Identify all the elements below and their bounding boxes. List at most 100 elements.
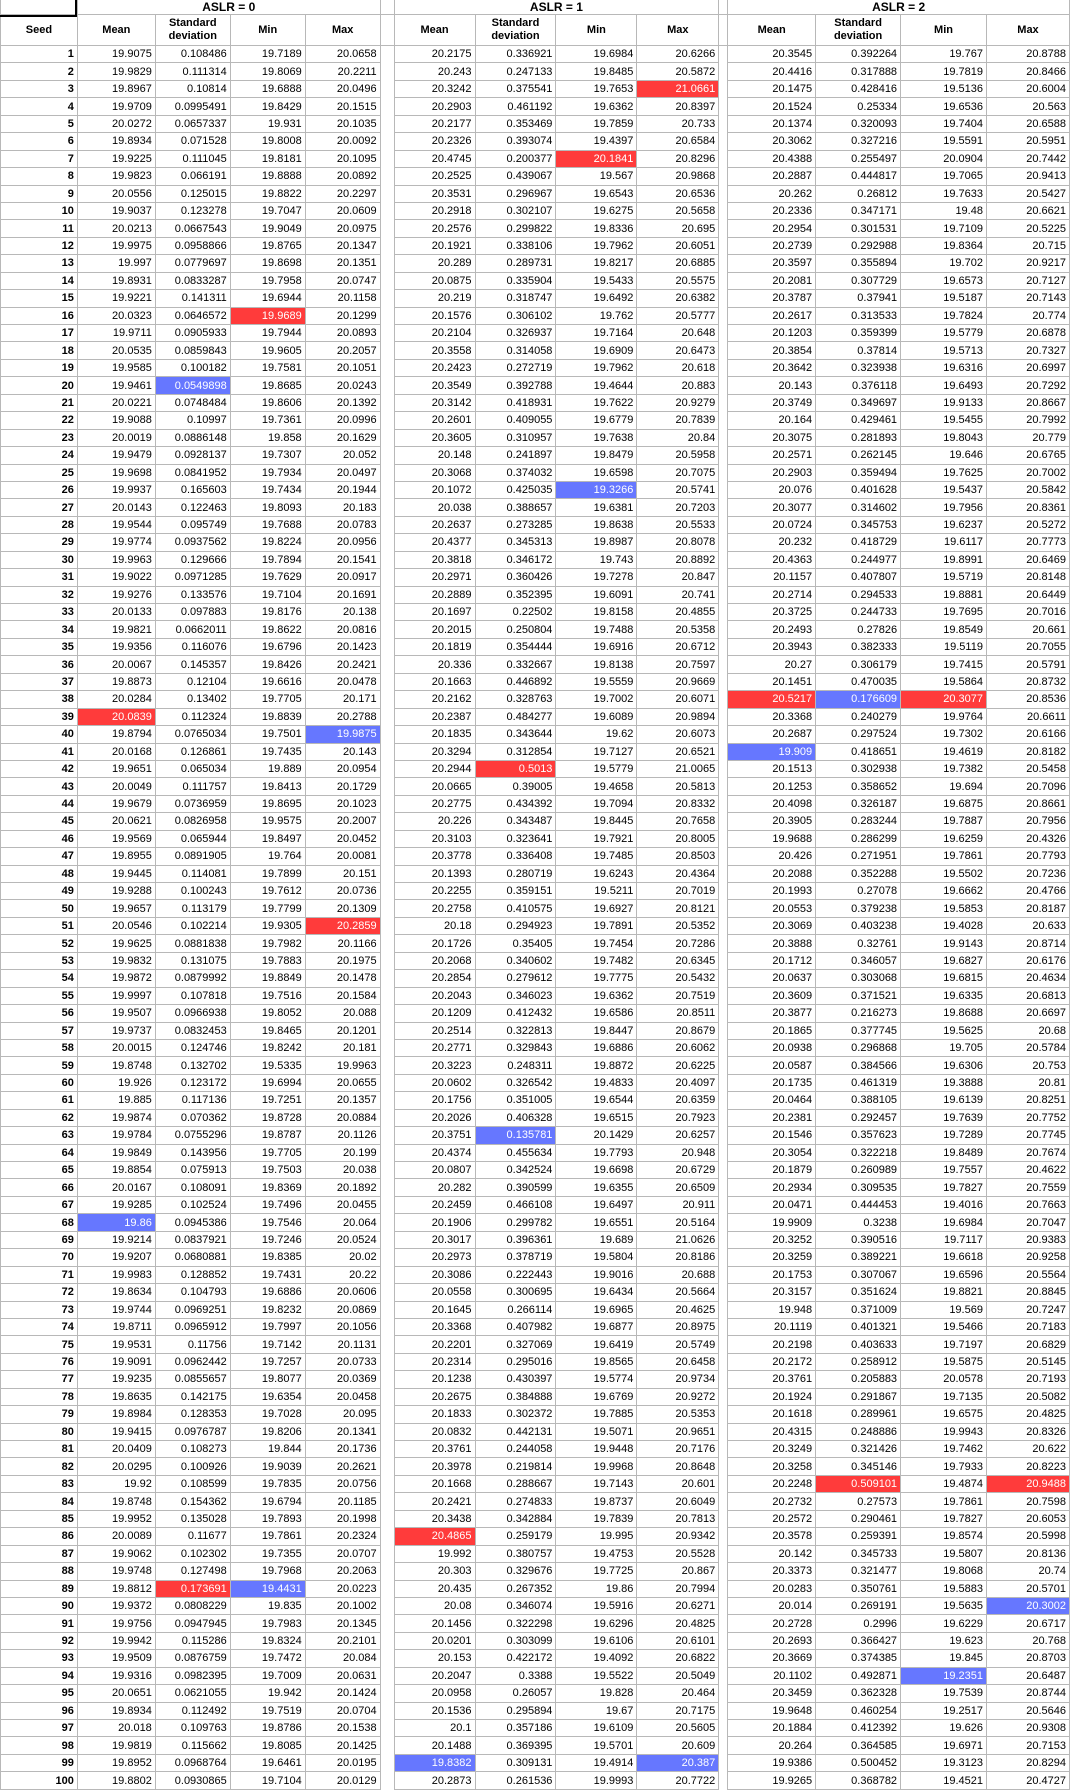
min-cell[interactable]: 19.5187 xyxy=(900,289,987,308)
min-cell[interactable]: 19.6927 xyxy=(555,899,638,918)
min-cell[interactable]: 19.9968 xyxy=(555,1457,638,1476)
max-cell[interactable]: 20.7183 xyxy=(985,1317,1070,1337)
mean-cell[interactable]: 20.2675 xyxy=(393,1387,476,1407)
mean-cell[interactable]: 20.3258 xyxy=(727,1457,817,1476)
min-cell[interactable]: 19.931 xyxy=(229,114,306,134)
min-cell[interactable]: 19.5433 xyxy=(555,271,638,291)
max-cell[interactable]: 20.1392 xyxy=(304,393,381,413)
mean-cell[interactable]: 20.226 xyxy=(393,812,476,831)
max-cell[interactable]: 20.6458 xyxy=(636,1352,720,1372)
sd-cell[interactable]: 0.27078 xyxy=(815,881,902,901)
max-cell[interactable]: 20.1538 xyxy=(304,1718,381,1738)
sd-cell[interactable]: 0.216273 xyxy=(815,1004,902,1023)
mean-cell[interactable]: 20.2068 xyxy=(393,951,476,971)
mean-cell[interactable]: 20.4377 xyxy=(393,533,476,552)
max-cell[interactable]: 20.5784 xyxy=(985,1038,1070,1058)
mean-cell[interactable]: 20.1618 xyxy=(727,1405,817,1424)
max-cell[interactable]: 20.8186 xyxy=(636,1248,720,1267)
min-cell[interactable]: 19.7893 xyxy=(229,1509,306,1529)
sd-cell[interactable]: 0.392264 xyxy=(815,44,902,64)
max-cell[interactable]: 20.1126 xyxy=(304,1126,381,1145)
mean-cell[interactable]: 20.3068 xyxy=(393,463,476,482)
max-cell[interactable]: 20.2297 xyxy=(304,184,381,203)
min-cell[interactable]: 19.7519 xyxy=(229,1701,306,1721)
mean-cell[interactable]: 20.1 xyxy=(393,1718,476,1738)
min-cell[interactable]: 19.762 xyxy=(555,306,638,326)
sd-cell[interactable]: 0.352395 xyxy=(474,585,557,605)
min-cell[interactable]: 19.7705 xyxy=(229,690,306,709)
mean-cell[interactable]: 19.997 xyxy=(76,254,156,273)
max-cell[interactable]: 20.4825 xyxy=(636,1614,720,1633)
max-cell[interactable]: 20.6878 xyxy=(985,323,1070,343)
max-cell[interactable]: 20.2007 xyxy=(304,812,381,831)
mean-cell[interactable]: 20.1374 xyxy=(727,114,817,134)
sd-cell[interactable]: 0.295016 xyxy=(474,1352,557,1372)
sd-cell[interactable]: 0.095749 xyxy=(154,515,231,535)
max-cell[interactable]: 20.8296 xyxy=(636,149,720,169)
seed-cell[interactable]: 77 xyxy=(0,1370,78,1389)
sd-cell[interactable]: 0.269191 xyxy=(815,1596,902,1616)
max-cell[interactable]: 20.6049 xyxy=(636,1492,720,1511)
max-cell[interactable]: 20.5998 xyxy=(985,1527,1070,1546)
max-cell[interactable]: 20.6225 xyxy=(636,1056,720,1075)
mean-cell[interactable]: 19.8934 xyxy=(76,132,156,151)
mean-cell[interactable]: 20.0621 xyxy=(76,812,156,831)
max-cell[interactable]: 20.0736 xyxy=(304,881,381,901)
sd-cell[interactable]: 0.0958866 xyxy=(154,236,231,256)
max-cell[interactable]: 20.7055 xyxy=(985,637,1070,657)
sd-cell[interactable]: 0.272719 xyxy=(474,358,557,378)
max-cell[interactable]: 20.6829 xyxy=(985,1335,1070,1354)
max-cell[interactable]: 20.8078 xyxy=(636,533,720,552)
mean-cell[interactable]: 20.3252 xyxy=(727,1230,817,1250)
mean-cell[interactable]: 20.3943 xyxy=(727,637,817,657)
sd-cell[interactable]: 0.132702 xyxy=(154,1056,231,1075)
min-cell[interactable]: 19.6229 xyxy=(900,1614,987,1633)
max-cell[interactable]: 20.1035 xyxy=(304,114,381,134)
min-cell[interactable]: 20.1841 xyxy=(555,149,638,169)
max-cell[interactable]: 20.6166 xyxy=(985,725,1070,744)
max-cell[interactable]: 20.0655 xyxy=(304,1073,381,1093)
max-cell[interactable]: 20.9217 xyxy=(985,254,1070,273)
max-cell[interactable]: 20.9413 xyxy=(985,167,1070,186)
sd-cell[interactable]: 0.129666 xyxy=(154,550,231,570)
max-cell[interactable]: 20.7096 xyxy=(985,777,1070,796)
sd-cell[interactable]: 0.352288 xyxy=(815,864,902,884)
sd-cell[interactable]: 0.374385 xyxy=(815,1649,902,1668)
max-cell[interactable]: 20.7923 xyxy=(636,1108,720,1128)
sd-cell[interactable]: 0.376118 xyxy=(815,376,902,395)
sd-cell[interactable]: 0.294533 xyxy=(815,585,902,605)
mean-cell[interactable]: 19.9507 xyxy=(76,1004,156,1023)
min-cell[interactable]: 19.7435 xyxy=(229,742,306,761)
min-cell[interactable]: 19.8426 xyxy=(229,655,306,674)
sd-cell[interactable]: 0.327069 xyxy=(474,1335,557,1354)
mean-cell[interactable]: 19.948 xyxy=(727,1300,817,1319)
mean-cell[interactable]: 20.219 xyxy=(393,289,476,308)
max-cell[interactable]: 20.8536 xyxy=(985,690,1070,709)
min-cell[interactable]: 19.5807 xyxy=(900,1544,987,1564)
sd-cell[interactable]: 0.259391 xyxy=(815,1527,902,1546)
mean-cell[interactable]: 19.9585 xyxy=(76,358,156,378)
min-cell[interactable]: 19.6275 xyxy=(555,201,638,221)
sd-cell[interactable]: 0.301531 xyxy=(815,219,902,238)
sd-cell[interactable]: 0.0971285 xyxy=(154,568,231,587)
max-cell[interactable]: 21.0065 xyxy=(636,759,720,779)
sd-cell[interactable]: 0.116076 xyxy=(154,637,231,657)
max-cell[interactable]: 20.0996 xyxy=(304,411,381,430)
sd-cell[interactable]: 0.143956 xyxy=(154,1143,231,1163)
min-cell[interactable]: 19.7028 xyxy=(229,1405,306,1424)
max-cell[interactable]: 20.2211 xyxy=(304,62,381,81)
mean-cell[interactable]: 20.2637 xyxy=(393,515,476,535)
seed-cell[interactable]: 17 xyxy=(0,323,78,343)
max-cell[interactable]: 20.7559 xyxy=(985,1178,1070,1197)
min-cell[interactable]: 19.7997 xyxy=(229,1317,306,1337)
mean-cell[interactable]: 20.4374 xyxy=(393,1143,476,1163)
mean-cell[interactable]: 20.3294 xyxy=(393,742,476,761)
max-cell[interactable]: 20.6765 xyxy=(985,446,1070,465)
min-cell[interactable]: 19.7065 xyxy=(900,167,987,186)
mean-cell[interactable]: 19.8382 xyxy=(393,1753,476,1773)
seed-cell[interactable]: 74 xyxy=(0,1317,78,1337)
min-cell[interactable]: 19.7482 xyxy=(555,951,638,971)
min-cell[interactable]: 19.6698 xyxy=(555,1160,638,1180)
min-cell[interactable]: 19.8822 xyxy=(229,184,306,203)
min-cell[interactable]: 19.7827 xyxy=(900,1509,987,1529)
